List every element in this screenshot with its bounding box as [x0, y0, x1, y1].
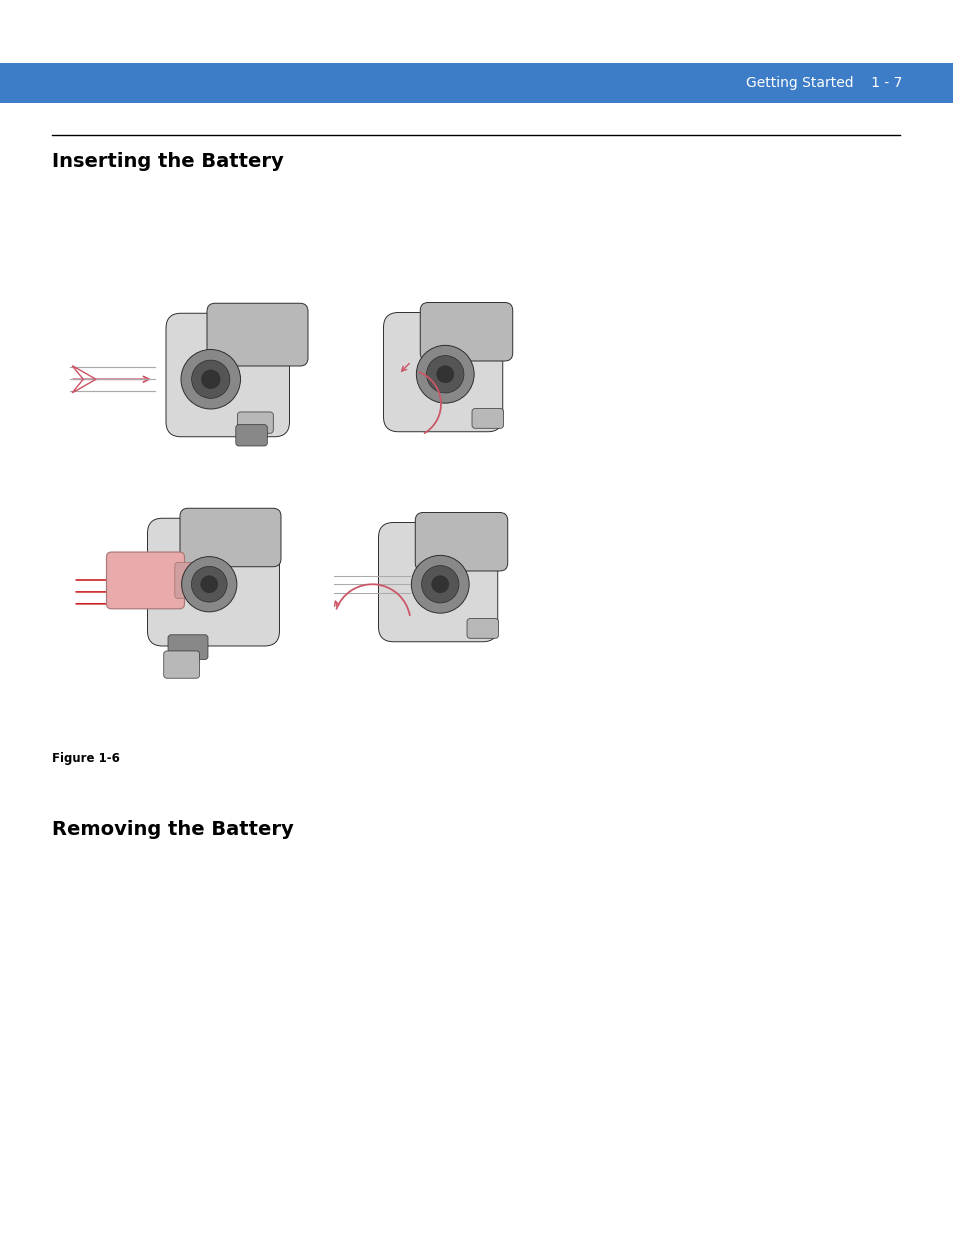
FancyBboxPatch shape: [107, 552, 184, 609]
Text: Removing the Battery: Removing the Battery: [52, 820, 294, 839]
FancyBboxPatch shape: [166, 314, 289, 437]
Text: Figure 1-6: Figure 1-6: [52, 752, 120, 764]
FancyBboxPatch shape: [237, 412, 273, 433]
Ellipse shape: [192, 361, 230, 399]
Ellipse shape: [192, 567, 227, 603]
FancyBboxPatch shape: [235, 425, 267, 446]
Ellipse shape: [181, 350, 240, 409]
Ellipse shape: [181, 557, 236, 611]
Ellipse shape: [432, 576, 448, 593]
FancyBboxPatch shape: [168, 635, 208, 659]
FancyBboxPatch shape: [383, 312, 502, 432]
FancyBboxPatch shape: [378, 522, 497, 642]
FancyBboxPatch shape: [164, 651, 199, 678]
Ellipse shape: [201, 370, 220, 389]
Text: Inserting the Battery: Inserting the Battery: [52, 152, 283, 170]
FancyBboxPatch shape: [420, 303, 512, 361]
FancyBboxPatch shape: [180, 509, 281, 567]
FancyBboxPatch shape: [148, 519, 279, 646]
Ellipse shape: [200, 576, 217, 593]
Bar: [0, 63, 953, 103]
FancyBboxPatch shape: [207, 304, 308, 366]
FancyBboxPatch shape: [415, 513, 507, 571]
Ellipse shape: [436, 366, 454, 383]
Ellipse shape: [416, 346, 474, 403]
Ellipse shape: [426, 356, 463, 393]
Ellipse shape: [421, 566, 458, 603]
FancyBboxPatch shape: [472, 409, 503, 429]
Ellipse shape: [411, 556, 469, 613]
Text: Getting Started    1 - 7: Getting Started 1 - 7: [745, 77, 901, 90]
FancyBboxPatch shape: [467, 619, 498, 638]
FancyBboxPatch shape: [174, 563, 193, 598]
